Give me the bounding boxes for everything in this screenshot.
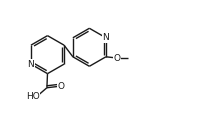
Text: N: N — [28, 60, 34, 69]
Text: N: N — [103, 33, 109, 42]
Text: O: O — [58, 82, 65, 91]
Text: O: O — [113, 54, 120, 62]
Text: HO: HO — [26, 93, 40, 101]
